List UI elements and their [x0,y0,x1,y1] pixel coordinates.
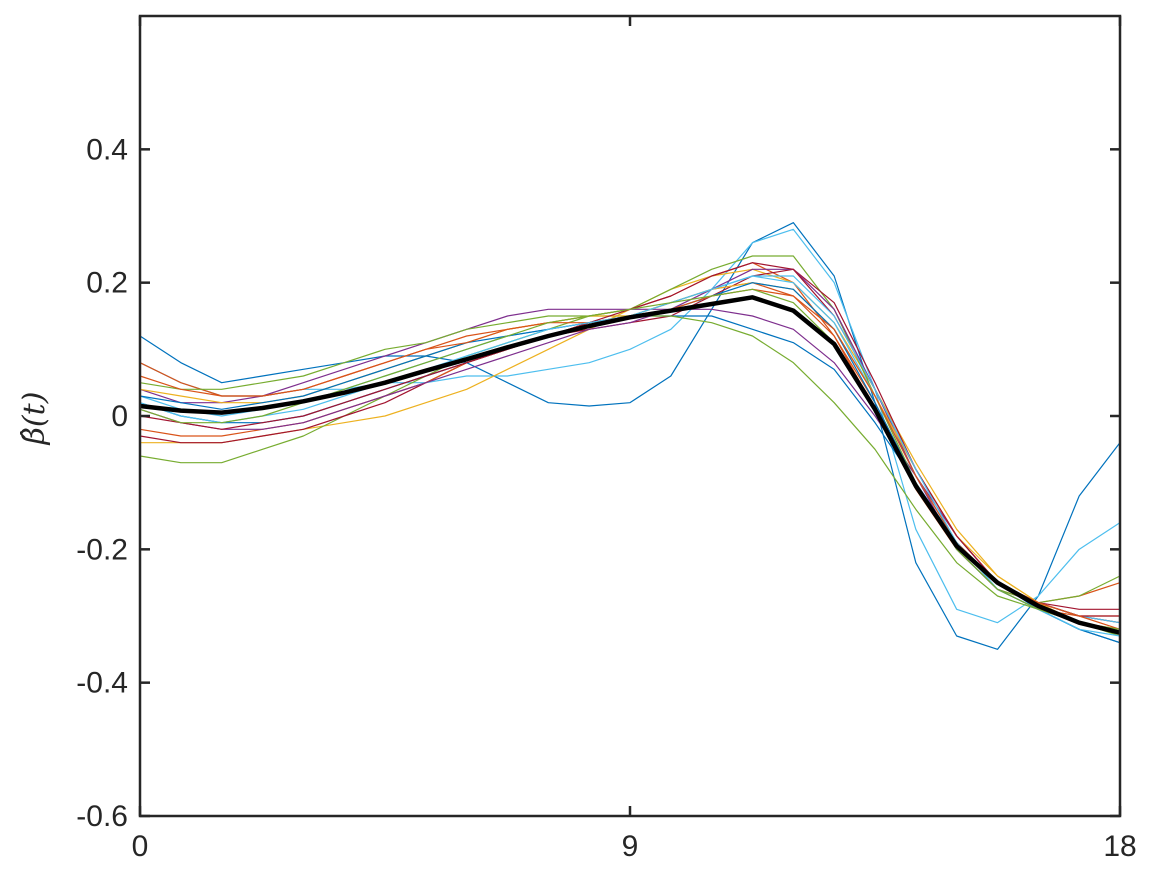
series-line-12 [139,282,1121,630]
series-line-8 [139,282,1121,624]
series-line-14 [139,282,1121,644]
plot-box [138,14,1122,818]
series-line-17 [139,288,1121,630]
y-tick-label: 0.2 [86,267,128,300]
series-line-16 [139,275,1121,637]
x-tick-label: 18 [1103,830,1136,863]
y-axis-label: β̂(t) [17,392,52,446]
series-line-mean [139,295,1121,635]
series-line-10 [139,275,1121,624]
series-line-0 [139,222,1121,650]
series-line-5 [139,255,1121,604]
series-line-7 [139,315,1121,644]
y-tick-label: 0.4 [86,133,128,166]
series-layer [139,222,1121,650]
y-tick-label: -0.2 [76,533,128,566]
y-tick-label: 0 [111,400,128,433]
y-tick-label: -0.6 [76,800,128,833]
series-line-3 [140,268,1120,617]
x-tick-label: 9 [622,830,639,863]
y-tick-label: -0.4 [76,667,128,700]
x-tick-label: 0 [132,830,149,863]
y-tick-labels: -0.6 -0.4 -0.2 0 0.2 0.4 [76,133,128,833]
x-tick-labels: 0 9 18 [132,830,1137,863]
series-line-9 [139,315,1121,637]
tick-marks [138,16,1122,818]
series-line-15 [139,288,1121,630]
